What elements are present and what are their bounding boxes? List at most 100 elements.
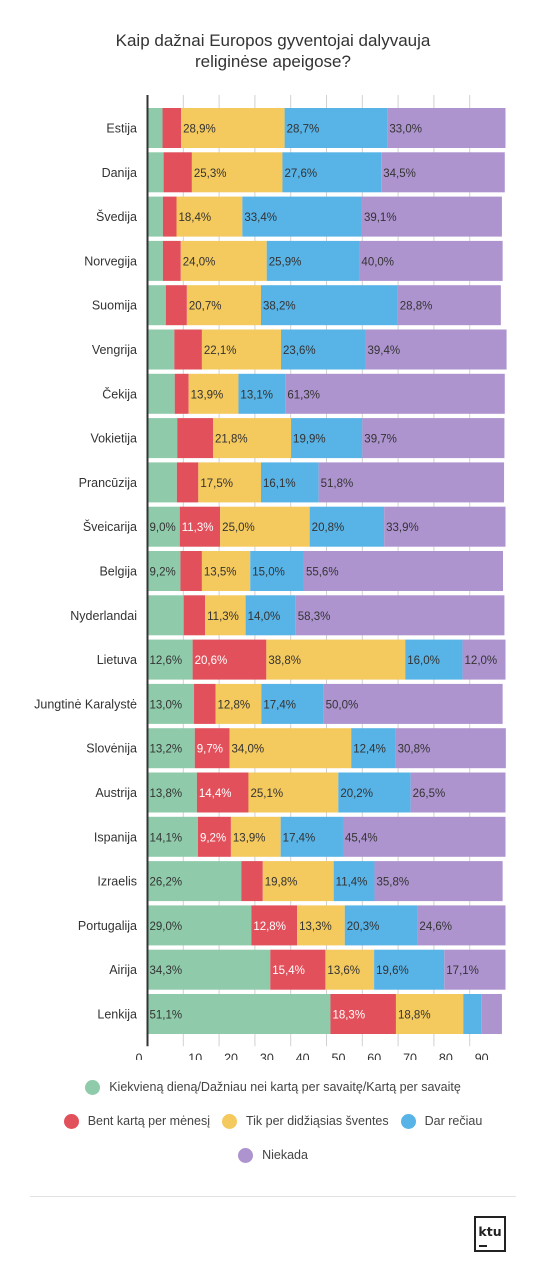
data-label-never: 50,0% [326, 699, 359, 711]
data-label-holidays: 25,1% [250, 788, 283, 800]
bar-monthly [180, 551, 202, 591]
data-label-rarely: 19,6% [376, 965, 409, 977]
legend-dot-monthly [63, 1113, 79, 1129]
bar-holidays [248, 772, 339, 813]
data-label-monthly: 9,2% [200, 832, 226, 844]
x-tick-label: 60 [367, 1051, 381, 1060]
category-label: Vengrija [92, 343, 137, 357]
bar-never [323, 683, 503, 724]
data-label-never: 58,3% [298, 611, 331, 623]
category-label: Suomija [92, 299, 137, 313]
x-tick-label: 70 [403, 1051, 417, 1060]
legend-item-holidays[interactable]: Tik per didžiąsias šventes [221, 1113, 389, 1129]
bar-rarely [284, 108, 388, 148]
bar-rarely [351, 728, 396, 769]
data-label-holidays: 13,9% [233, 832, 266, 844]
bar-monthly [194, 728, 230, 769]
legend-dot-holidays [221, 1113, 237, 1129]
category-label: Švedija [96, 209, 137, 224]
bar-holidays [205, 595, 246, 636]
data-label-holidays: 11,3% [207, 611, 239, 623]
data-label-rarely: 17,4% [263, 699, 296, 711]
data-label-daily_weekly: 34,3% [150, 965, 183, 977]
data-label-holidays: 22,1% [204, 345, 237, 357]
bar-never [481, 994, 502, 1034]
bar-daily_weekly [147, 551, 181, 591]
bar-holidays [198, 462, 261, 503]
data-label-never: 40,0% [361, 256, 394, 268]
data-label-daily_weekly: 26,2% [150, 877, 183, 889]
bar-rarely [280, 816, 343, 857]
data-label-rarely: 16,1% [263, 478, 296, 490]
data-label-daily_weekly: 14,1% [150, 832, 183, 844]
legend-label-never: Niekada [262, 1148, 308, 1162]
bar-monthly [251, 905, 298, 946]
bar-holidays [215, 683, 262, 724]
data-label-holidays: 25,3% [194, 168, 227, 180]
bar-daily_weekly [147, 418, 178, 459]
data-label-never: 34,5% [383, 168, 416, 180]
data-label-never: 39,1% [364, 212, 397, 224]
data-label-rarely: 20,3% [347, 921, 380, 933]
data-label-holidays: 28,9% [183, 124, 216, 136]
data-label-never: 30,8% [398, 744, 431, 756]
data-label-never: 45,4% [345, 832, 378, 844]
data-label-daily_weekly: 13,0% [150, 699, 183, 711]
data-label-holidays: 17,5% [200, 478, 233, 490]
bar-never [359, 240, 503, 281]
data-label-holidays: 13,5% [204, 567, 237, 579]
data-label-daily_weekly: 13,2% [150, 744, 183, 756]
data-label-holidays: 13,3% [299, 921, 332, 933]
bar-never [384, 506, 506, 547]
data-label-rarely: 16,0% [407, 655, 440, 667]
bar-rarely [250, 551, 304, 591]
bar-monthly [162, 240, 181, 281]
ktu-logo-mark [479, 1245, 487, 1247]
bar-daily_weekly [147, 373, 175, 414]
bar-daily_weekly [147, 152, 164, 193]
bar-daily_weekly [147, 506, 180, 547]
legend-item-rarely[interactable]: Dar rečiau [400, 1113, 483, 1129]
legend-dot-rarely [400, 1113, 416, 1129]
data-label-monthly: 11,3% [182, 522, 214, 534]
bar-holidays [229, 728, 352, 769]
data-label-monthly: 20,6% [195, 655, 228, 667]
bar-holidays [230, 816, 281, 857]
data-label-never: 39,7% [364, 434, 397, 446]
data-label-daily_weekly: 13,8% [150, 788, 183, 800]
bar-rarely [333, 861, 375, 902]
bar-daily_weekly [147, 285, 166, 326]
data-label-rarely: 14,0% [248, 611, 281, 623]
category-label: Jungtinė Karalystė [34, 697, 137, 711]
legend-label-rarely: Dar rečiau [424, 1114, 483, 1128]
bar-monthly [194, 683, 216, 724]
bar-rarely [245, 595, 296, 636]
legend-label-holidays: Tik per didžiąsias šventes [245, 1114, 389, 1128]
legend-dot-daily-weekly [85, 1079, 101, 1095]
bar-rarely [463, 994, 482, 1034]
legend-item-monthly[interactable]: Bent kartą per mėnesį [63, 1113, 210, 1129]
bar-holidays [266, 639, 406, 680]
data-label-never: 61,3% [287, 389, 320, 401]
legend-item-never[interactable]: Niekada [238, 1147, 308, 1163]
data-label-rarely: 20,2% [340, 788, 373, 800]
bar-rarely [261, 683, 324, 724]
legend-item-daily-weekly[interactable]: Kiekvieną dieną/Dažniau nei kartą per sa… [85, 1079, 461, 1095]
stacked-bar-chart: Estija 28,9% 28,7% 33,0% Danija 25,3% 27,6% 34,… [34, 95, 507, 1060]
bar-monthly [163, 152, 192, 193]
data-label-monthly: 9,7% [197, 744, 223, 756]
data-label-never: 28,8% [400, 301, 433, 313]
bar-holidays [201, 329, 282, 370]
bar-monthly [192, 639, 267, 680]
bar-rarely [281, 329, 366, 370]
bar-never [374, 861, 503, 902]
bar-rarely [405, 639, 463, 680]
bar-holidays [201, 551, 251, 591]
data-label-holidays: 21,8% [215, 434, 248, 446]
bar-never [318, 462, 505, 503]
data-label-rarely: 19,9% [293, 434, 326, 446]
bar-daily_weekly [147, 683, 195, 724]
footer-divider [30, 1196, 516, 1197]
data-label-rarely: 13,1% [240, 389, 273, 401]
data-label-never: 12,0% [465, 655, 498, 667]
